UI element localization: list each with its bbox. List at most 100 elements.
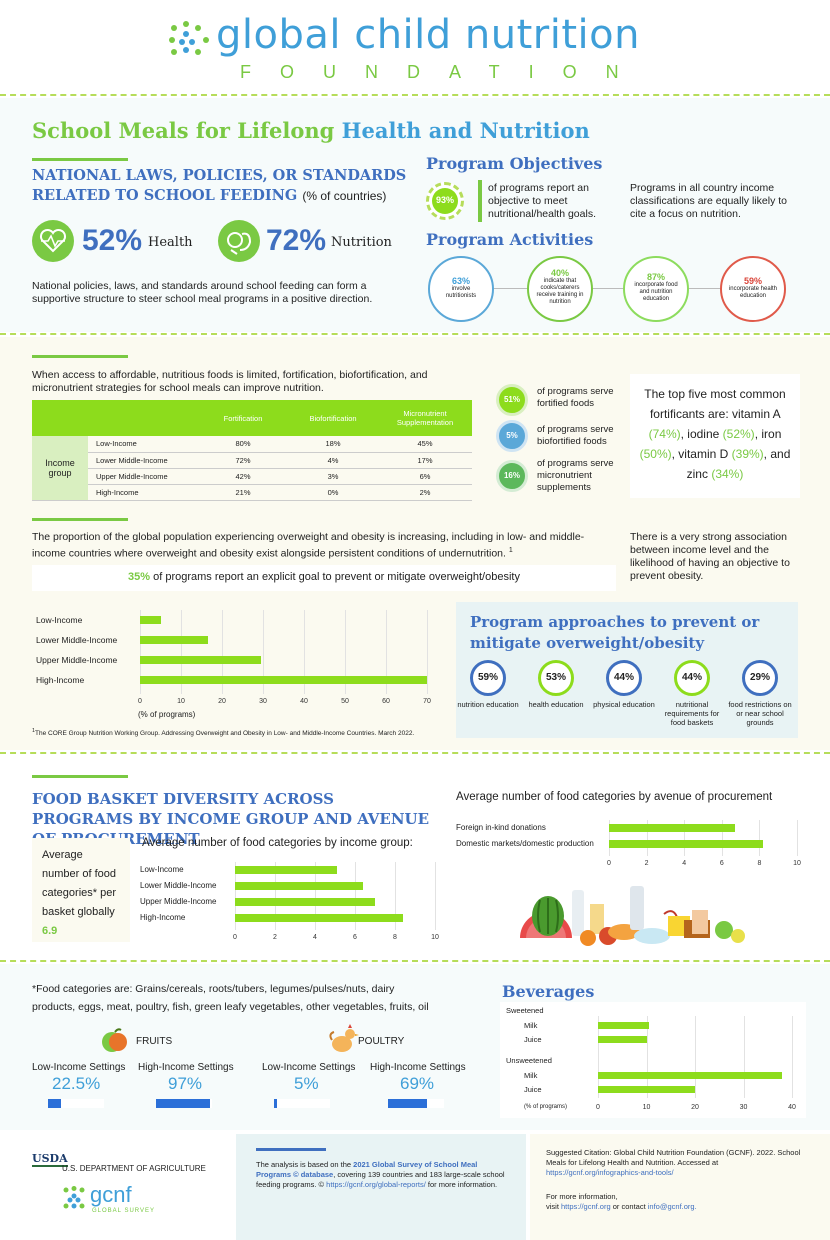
obesity-intro: The proportion of the global population … — [32, 531, 585, 560]
activity-nutritionists: 63% involve nutritionists — [428, 256, 494, 322]
fruits-high-value: 97% — [168, 1074, 203, 1093]
poultry-low-label: Low-Income Settings — [262, 1062, 356, 1073]
gridline — [304, 610, 305, 694]
x-tick-label: 20 — [691, 1104, 699, 1111]
category-label: Upper Middle-Income — [140, 897, 217, 906]
biofortified-text: of programs serve biofortified foods — [537, 424, 614, 447]
progress-fill — [274, 1099, 277, 1108]
progress-fill — [48, 1099, 61, 1108]
table-cell: 45% — [417, 439, 433, 449]
approach-pct: 44% — [681, 672, 702, 683]
x-tick-label: 30 — [739, 1104, 748, 1111]
biofortified-pct-circle: 5% — [496, 420, 528, 452]
gridline — [235, 862, 236, 930]
gridline — [609, 820, 610, 856]
gcnf-survey-sub: GLOBAL SURVEY — [92, 1208, 156, 1214]
fortified-pct-circle: 51% — [496, 384, 528, 416]
gridline — [386, 610, 387, 694]
gridline — [345, 610, 346, 694]
reports-link[interactable]: https://gcnf.org/global-reports/ — [326, 1180, 426, 1189]
x-tick-label: 10 — [793, 860, 801, 867]
email-link[interactable]: info@gcnf.org. — [647, 1202, 697, 1211]
x-tick-label: 10 — [642, 1104, 651, 1111]
bar — [140, 616, 161, 624]
fruits-high-label: High-Income Settings — [138, 1062, 234, 1073]
fruits-low-label: Low-Income Settings — [32, 1062, 126, 1073]
x-tick-label: 0 — [607, 860, 611, 867]
survey-link[interactable]: 2021 Global Survey of School Meal Progra… — [256, 1160, 478, 1179]
table-cell: 4% — [327, 455, 339, 465]
x-tick-label: 6 — [719, 860, 724, 867]
approach-label: food restrictions on or near school grou… — [728, 700, 792, 727]
supplements-pct-circle: 16% — [496, 460, 528, 492]
table-cell: 17% — [417, 455, 433, 465]
bar — [235, 882, 363, 890]
bar — [598, 1036, 647, 1043]
table-cell: 21% — [235, 487, 251, 497]
activities-heading: Program Activities — [426, 230, 594, 249]
objectives-heading: Program Objectives — [426, 154, 603, 173]
category-label: Juice — [524, 1085, 542, 1094]
gridline — [275, 862, 276, 930]
x-tick-label: 8 — [757, 860, 762, 867]
gridline — [355, 862, 356, 930]
group-label: Unsweetened — [506, 1056, 552, 1065]
category-label: High-Income — [36, 675, 85, 685]
category-label: Upper Middle-Income — [36, 655, 118, 665]
progress-fill — [388, 1099, 427, 1108]
poultry-icon — [329, 1024, 359, 1052]
x-tick-label: 40 — [788, 1104, 796, 1111]
activity-nutrition-education: 87% incorporate food and nutrition educa… — [623, 256, 689, 322]
activity-cook-training: 40% indicate that cooks/caterers receive… — [527, 256, 593, 322]
progress-fill — [156, 1099, 211, 1108]
gridline — [181, 610, 182, 694]
beverages-heading: Beverages — [502, 982, 595, 1001]
laws-heading: NATIONAL LAWS, POLICIES, OR STANDARDS RE… — [32, 167, 407, 204]
table-row-label: Lower Middle-Income — [96, 455, 168, 465]
website-link[interactable]: https://gcnf.org — [561, 1202, 611, 1211]
category-label: High-Income — [140, 913, 186, 922]
col-supplementation: Micronutrient Supplementation — [396, 409, 454, 427]
gridline — [797, 820, 798, 856]
infographics-link[interactable]: https://gcnf.org/infographics-and-tools/ — [546, 1168, 674, 1177]
gcnf-wordmark: gcnf — [90, 1182, 132, 1207]
income-chart: 0 2 4 6 8 10 Low-Income Lower Middle-Income Uppe… — [0, 860, 450, 950]
page-title: School Meals for Lifelong Health and Nut… — [32, 118, 590, 143]
gridline — [684, 820, 686, 856]
table-row-label: High-Income — [96, 487, 139, 497]
approach-label: nutrition education — [457, 700, 519, 709]
brand-main: global child nutrition — [216, 12, 640, 58]
approach-pct: 53% — [545, 672, 566, 683]
x-tick-label: 0 — [596, 1104, 600, 1111]
usda-logo: USDA — [32, 1152, 68, 1167]
fruits-low-value: 22.5% — [52, 1074, 101, 1093]
obesity-callout: 35% of programs report an explicit goal … — [32, 565, 616, 591]
approaches-box: Program approaches to prevent or mitigat… — [456, 602, 798, 738]
table-cell: 42% — [235, 471, 251, 481]
approach-pct-circle: 29% — [742, 660, 778, 696]
gridline — [743, 1016, 745, 1098]
bar — [140, 676, 427, 684]
x-tick-label: 4 — [313, 934, 317, 941]
obesity-side-text: There is a very strong association betwe… — [630, 531, 790, 582]
bar — [235, 898, 375, 906]
x-tick-label: 0 — [138, 698, 142, 705]
obesity-chart: 0 10 20 30 40 50 60 70 Low-Income Lower Middle-In… — [0, 600, 450, 730]
x-tick-label: 10 — [431, 934, 439, 941]
col-fortification: Fortification — [223, 413, 263, 423]
gridline — [395, 862, 396, 930]
fruits-label: FRUITS — [136, 1036, 173, 1047]
approach-pct: 59% — [477, 672, 498, 683]
health-pct: 52% — [82, 224, 143, 257]
approach-label: nutritional requirements for food basket… — [664, 700, 720, 727]
poultry-high-value: 69% — [400, 1074, 435, 1093]
approach-pct: 44% — [613, 672, 634, 683]
activity-health-education: 59% incorporate health education — [720, 256, 786, 322]
col-biofortification: Biofortification — [309, 413, 357, 423]
x-tick-label: 4 — [682, 860, 687, 867]
x-axis-label: (% of programs) — [524, 1104, 568, 1110]
usda-name: U.S. DEPARTMENT OF AGRICULTURE — [62, 1164, 206, 1173]
gridline — [140, 610, 141, 694]
table-cell: 2% — [419, 487, 431, 497]
progress-track — [274, 1099, 330, 1108]
